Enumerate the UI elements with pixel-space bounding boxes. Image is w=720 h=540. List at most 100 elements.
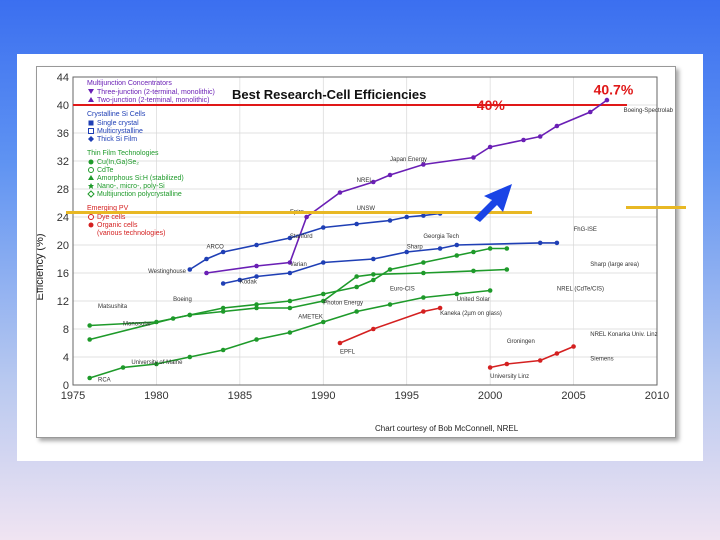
- data-point: [354, 284, 359, 290]
- point-annotation: FhG-ISE: [574, 227, 597, 233]
- data-point: [87, 337, 92, 342]
- point-annotation: RCA: [98, 378, 111, 384]
- point-annotation: Japan Energy: [390, 157, 427, 163]
- x-tick-label: 1985: [228, 390, 252, 402]
- data-point: [537, 134, 543, 139]
- pointer-arrow-icon: [474, 184, 512, 222]
- point-annotation: NREL (CdTe/CIS): [557, 287, 604, 293]
- data-point: [337, 190, 343, 195]
- data-point: [554, 123, 560, 129]
- y-tick-label: 28: [57, 184, 69, 196]
- data-point: [437, 305, 443, 311]
- chart-credit: Chart courtesy of Bob McConnell, NREL: [375, 424, 519, 433]
- point-annotation: Euro-CIS: [390, 287, 415, 293]
- point-annotation: Varian: [290, 262, 307, 268]
- data-point: [204, 256, 209, 262]
- point-annotation: AMETEK: [298, 315, 323, 321]
- point-annotation: University of Maine: [131, 360, 183, 366]
- legend-entry: Nano-, micro-, poly-Si: [97, 183, 165, 190]
- x-tick-label: 1990: [311, 390, 335, 402]
- data-point: [387, 267, 393, 272]
- point-annotation: Boeing: [173, 297, 192, 303]
- data-point: [354, 309, 359, 314]
- legend-entry: CdTe: [97, 167, 113, 174]
- plot-border: [72, 76, 658, 386]
- legend-entry: Single crystal: [97, 120, 139, 127]
- point-annotation: Westinghouse: [148, 269, 187, 275]
- legend-marker: [88, 175, 94, 180]
- point-annotation: Sharp (large area): [590, 262, 639, 268]
- data-point: [471, 268, 476, 274]
- y-tick-label: 40: [57, 100, 69, 112]
- data-point: [254, 302, 259, 307]
- legend-entry: (various technologies): [97, 230, 165, 237]
- data-point: [154, 319, 159, 325]
- data-point: [354, 274, 359, 279]
- point-annotation: Monosolar: [123, 322, 151, 328]
- data-point: [287, 298, 293, 304]
- x-tick-label: 2005: [561, 390, 585, 402]
- data-point: [387, 302, 393, 307]
- y-tick-label: 24: [57, 212, 69, 224]
- chart-frame: 0 4 8 12 16 20 24 28 32 36 40 44 1975 1980 1985 1990 199…: [36, 66, 676, 438]
- legend-marker: [88, 167, 94, 173]
- series-layer: [87, 97, 610, 381]
- legend-marker: [87, 190, 95, 198]
- data-point: [187, 354, 193, 360]
- data-point: [487, 365, 493, 370]
- legend-marker: [88, 214, 94, 220]
- legend-entry: Thick Si Film: [97, 136, 137, 143]
- point-annotation: NREL: [357, 178, 374, 184]
- legend-entry: Organic cells: [97, 222, 138, 229]
- data-point: [371, 179, 376, 185]
- series-line-4: [89, 268, 507, 327]
- x-tick-label: 1995: [394, 390, 418, 402]
- data-point: [237, 277, 243, 283]
- point-annotation: EPFL: [340, 350, 356, 356]
- data-point: [220, 249, 226, 255]
- legend-marker: [88, 120, 94, 126]
- legend-entry: Multijunction polycrystalline: [97, 191, 182, 198]
- data-point: [571, 344, 576, 349]
- data-point: [120, 365, 126, 370]
- legend-group-title: Crystalline Si Cells: [87, 111, 146, 118]
- data-point: [387, 172, 393, 178]
- point-annotation: United Solar: [457, 297, 490, 303]
- data-point: [354, 221, 359, 227]
- data-point: [504, 361, 510, 367]
- legend-marker: [88, 183, 94, 189]
- data-point: [87, 323, 92, 328]
- point-annotation: Matsushita: [98, 304, 128, 310]
- x-tick-label: 1975: [61, 390, 85, 402]
- legend-entry: Multicrystalline: [97, 128, 143, 135]
- data-point: [371, 272, 376, 277]
- legend-group-title: Multijunction Concentrators: [87, 80, 172, 87]
- legend: Multijunction Concentrators Three-junctio…: [87, 80, 215, 237]
- point-annotation: UNSW: [357, 206, 376, 212]
- data-point: [487, 144, 493, 150]
- point-annotation: Kodak: [240, 280, 258, 286]
- point-annotation: Photon Energy: [323, 301, 363, 307]
- point-annotation: Boeing-Spectrolab: [624, 108, 674, 114]
- data-point: [254, 242, 259, 248]
- data-point: [421, 309, 426, 314]
- legend-entry: Amorphous Si:H (stabilized): [97, 175, 184, 182]
- data-point: [554, 240, 560, 246]
- data-point: [254, 337, 259, 342]
- legend-marker: [88, 97, 94, 102]
- data-point: [320, 225, 326, 230]
- x-tick-label: 2010: [645, 390, 669, 402]
- data-point: [254, 274, 259, 279]
- data-point: [254, 305, 259, 311]
- chart-title: Best Research-Cell Efficiencies: [232, 87, 426, 102]
- axes: 0 4 8 12 16 20 24 28 32 36 40 44 1975 1980 1985 1990 199…: [57, 72, 669, 402]
- y-tick-label: 44: [57, 72, 69, 84]
- data-point: [320, 298, 326, 304]
- data-point: [604, 97, 610, 103]
- x-tick-label: 1980: [144, 390, 168, 402]
- data-point: [320, 291, 326, 297]
- legend-marker: [88, 159, 94, 165]
- y-tick-label: 16: [57, 268, 69, 280]
- data-point: [371, 326, 376, 332]
- data-point: [471, 155, 476, 160]
